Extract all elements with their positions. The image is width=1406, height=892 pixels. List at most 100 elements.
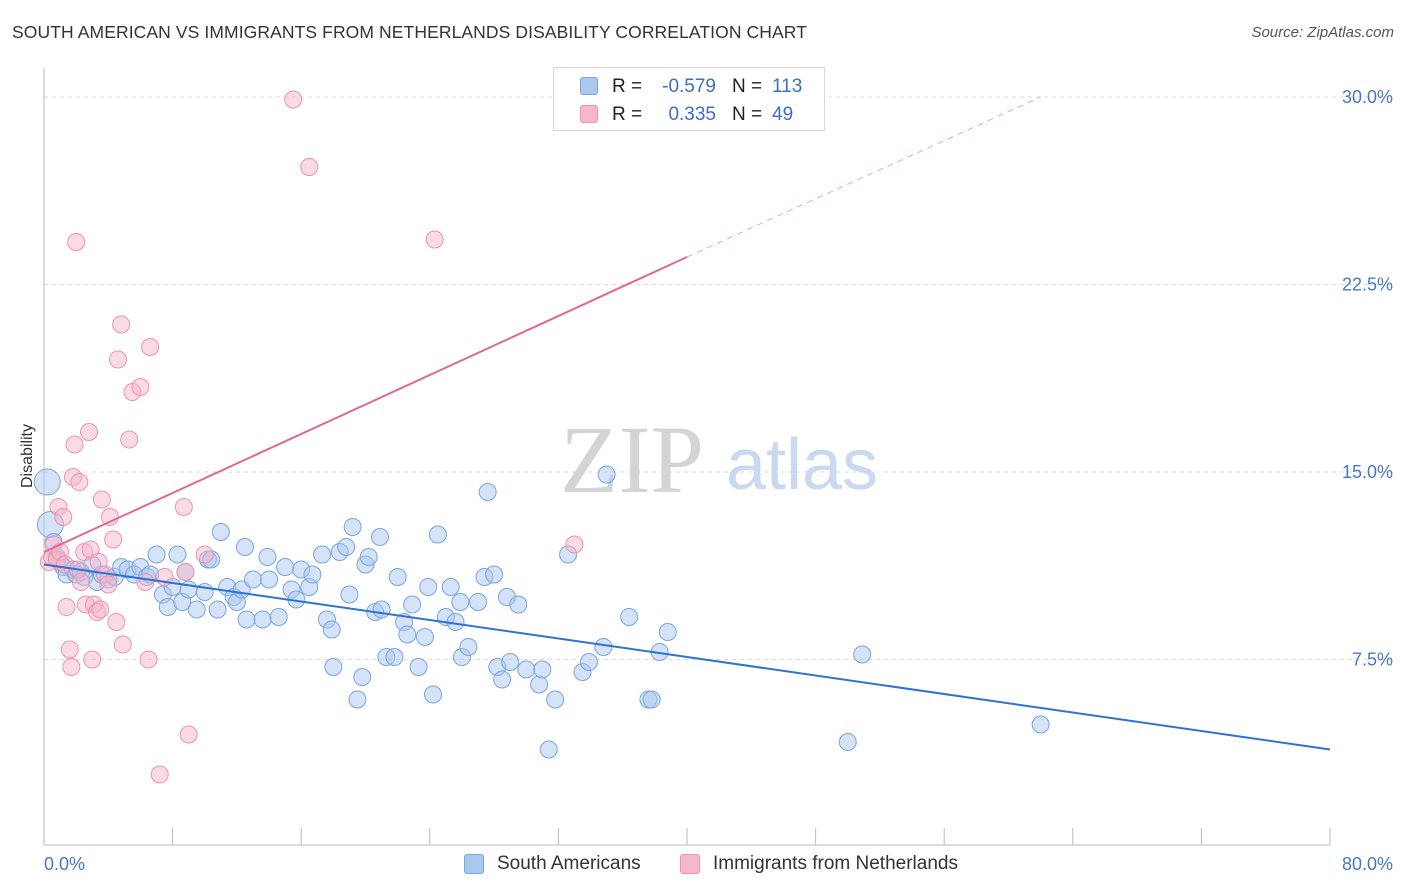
point-south-americans: [168, 545, 187, 564]
point-south-americans: [398, 625, 417, 644]
point-south-americans: [509, 595, 528, 614]
point-south-americans: [147, 545, 166, 564]
legend-r-label: R =: [612, 76, 643, 97]
point-netherlands: [136, 573, 155, 591]
y-tick-label: 30.0%: [1342, 87, 1393, 107]
y-tick-label: 22.5%: [1342, 275, 1393, 295]
point-netherlands: [54, 508, 73, 526]
point-south-americans: [415, 628, 434, 646]
point-netherlands: [104, 530, 123, 549]
point-netherlands: [108, 350, 127, 369]
point-netherlands: [195, 545, 214, 564]
point-south-americans: [385, 648, 404, 666]
point-netherlands: [80, 423, 99, 441]
legend-row-netherlands: R = 0.335 N = 49: [554, 101, 824, 129]
point-south-americans: [370, 528, 389, 546]
point-netherlands: [174, 498, 193, 516]
point-south-americans: [424, 685, 443, 704]
point-south-americans: [539, 740, 558, 759]
point-netherlands: [113, 635, 132, 654]
legend-swatch-blue: [580, 77, 598, 95]
tick-labels: 7.5% 15.0% 22.5% 30.0% 0.0% 80.0%: [44, 87, 1393, 874]
point-south-americans: [388, 568, 407, 586]
bottom-legend-label: Immigrants from Netherlands: [713, 853, 958, 874]
point-south-americans: [451, 593, 470, 611]
point-south-americans: [337, 538, 356, 556]
point-netherlands: [176, 563, 195, 581]
x-tick-label: 80.0%: [1342, 854, 1393, 874]
point-south-americans: [579, 653, 598, 671]
point-netherlands: [70, 473, 89, 491]
watermark-atlas: atlas: [726, 425, 878, 505]
point-south-americans: [211, 523, 230, 541]
point-south-americans: [276, 558, 295, 576]
point-south-americans: [459, 638, 478, 656]
point-south-americans: [187, 600, 206, 619]
point-netherlands: [131, 378, 150, 396]
grid: [44, 96, 1392, 660]
trendline-netherlands: [43, 256, 688, 553]
legend-n-value: 113: [772, 76, 803, 97]
axes: [43, 68, 1331, 846]
watermark-zip: ZIP: [560, 406, 704, 513]
point-south-americans: [441, 578, 460, 596]
y-tick-label: 7.5%: [1352, 650, 1393, 670]
bottom-legend-label: South Americans: [497, 853, 641, 874]
point-south-americans: [372, 600, 391, 619]
point-netherlands: [284, 90, 303, 109]
point-south-americans: [642, 690, 661, 709]
point-south-americans: [33, 468, 61, 496]
point-south-americans: [303, 565, 322, 584]
point-south-americans: [546, 690, 565, 709]
point-south-americans: [1031, 715, 1050, 734]
point-south-americans: [485, 565, 504, 584]
trendline-south-americans: [43, 563, 1331, 751]
legend-n-label: N =: [732, 76, 763, 97]
point-south-americans: [428, 525, 447, 544]
point-south-americans: [530, 675, 549, 694]
point-netherlands: [65, 435, 84, 454]
point-south-americans: [269, 608, 288, 626]
legend-r-label: R =: [612, 104, 643, 125]
point-south-americans: [324, 658, 343, 676]
point-netherlands: [139, 650, 158, 669]
point-south-americans: [478, 483, 497, 501]
legend-swatch-pink: [580, 105, 598, 123]
point-south-americans: [517, 660, 536, 679]
source-label: Source: ZipAtlas.com: [1251, 24, 1394, 41]
point-netherlands: [57, 598, 76, 616]
legend-n-value: 49: [772, 104, 794, 125]
point-south-americans: [260, 570, 279, 589]
bottom-legend-swatch-blue: [464, 854, 484, 874]
trend-lines: [43, 96, 1331, 751]
point-netherlands: [150, 765, 169, 784]
point-south-americans: [353, 668, 372, 686]
point-netherlands: [71, 573, 90, 591]
point-netherlands: [120, 430, 139, 449]
point-netherlands: [91, 600, 110, 619]
point-netherlands: [60, 640, 79, 659]
point-south-americans: [501, 653, 520, 671]
point-netherlands: [99, 575, 118, 594]
point-netherlands: [425, 230, 444, 249]
point-south-americans: [243, 570, 262, 589]
point-south-americans: [620, 608, 639, 626]
point-netherlands: [62, 658, 81, 676]
point-south-americans: [322, 620, 341, 639]
point-south-americans: [237, 610, 256, 629]
y-tick-label: 15.0%: [1342, 462, 1393, 482]
point-netherlands: [179, 725, 198, 744]
point-south-americans: [359, 548, 378, 566]
point-south-americans: [208, 600, 227, 619]
point-south-americans: [235, 538, 254, 556]
trendline-netherlands-extension: [686, 96, 1041, 258]
point-netherlands: [107, 613, 126, 631]
point-south-americans: [597, 465, 616, 484]
point-netherlands: [300, 158, 319, 176]
point-south-americans: [594, 638, 613, 656]
watermark: ZIP atlas: [560, 406, 878, 513]
point-south-americans: [253, 610, 272, 629]
points: [33, 90, 1050, 784]
point-south-americans: [258, 548, 277, 566]
point-south-americans: [853, 645, 872, 664]
